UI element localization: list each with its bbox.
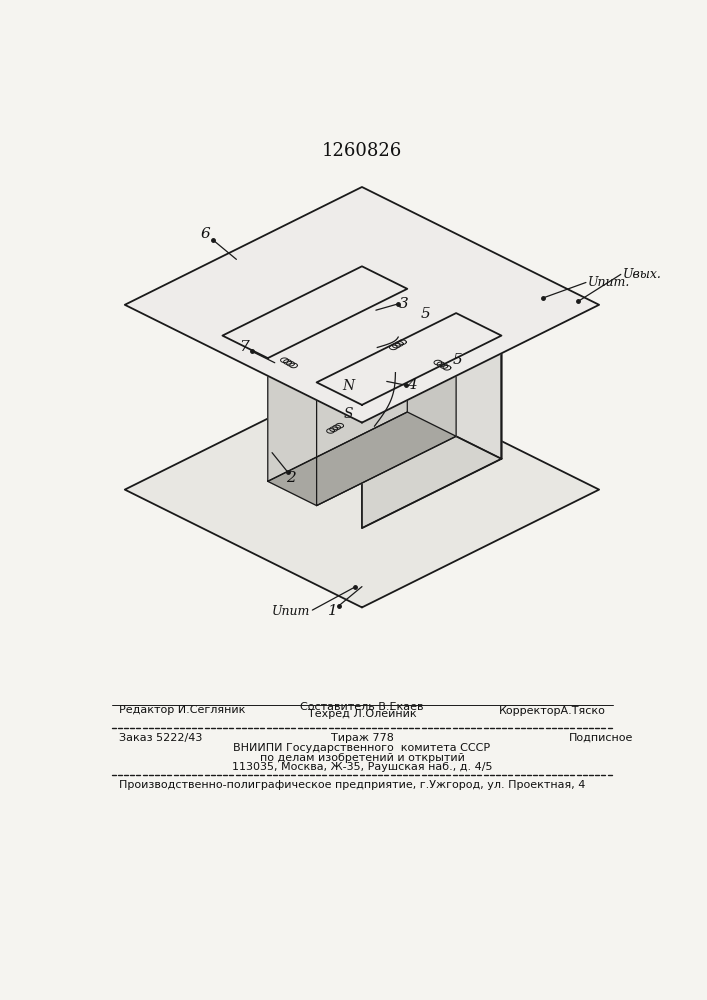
Polygon shape: [268, 289, 456, 382]
Text: 6: 6: [201, 227, 210, 241]
Text: Uпит.: Uпит.: [588, 276, 631, 289]
Polygon shape: [362, 266, 501, 459]
Text: 2: 2: [286, 471, 296, 485]
Text: Техред Л.Олейник: Техред Л.Олейник: [308, 709, 416, 719]
Text: Составитель В.Екаев: Составитель В.Екаев: [300, 702, 423, 712]
Text: 113035, Москва, Ж-35, Раушская наб., д. 4/5: 113035, Москва, Ж-35, Раушская наб., д. …: [232, 762, 492, 772]
Text: Подписное: Подписное: [569, 733, 633, 743]
Text: КорректорА.Тяско: КорректорА.Тяско: [498, 706, 605, 716]
Text: Тираж 778: Тираж 778: [330, 733, 393, 743]
Text: по делам изобретений и открытий: по делам изобретений и открытий: [259, 753, 464, 763]
Text: 5: 5: [420, 307, 430, 321]
Polygon shape: [223, 266, 501, 405]
Polygon shape: [317, 313, 501, 405]
Text: S: S: [344, 407, 353, 421]
Text: Uпит: Uпит: [271, 605, 310, 618]
Polygon shape: [223, 266, 407, 358]
Text: 4: 4: [407, 378, 417, 392]
Text: 3: 3: [399, 297, 409, 311]
Text: N: N: [342, 379, 354, 393]
Polygon shape: [125, 372, 599, 607]
Polygon shape: [268, 289, 407, 481]
Text: Редактор И.Сегляник: Редактор И.Сегляник: [119, 705, 246, 715]
Text: 5: 5: [452, 353, 462, 367]
Text: ВНИИПИ Государственного  комитета СССР: ВНИИПИ Государственного комитета СССР: [233, 743, 491, 753]
Text: Заказ 5222/43: Заказ 5222/43: [119, 733, 203, 743]
Polygon shape: [125, 187, 599, 423]
Polygon shape: [317, 313, 456, 506]
Text: Производственно-полиграфическое предприятие, г.Ужгород, ул. Проектная, 4: Производственно-полиграфическое предприя…: [119, 780, 586, 790]
Text: 7: 7: [239, 340, 249, 354]
Polygon shape: [362, 336, 501, 528]
Polygon shape: [268, 412, 456, 506]
Text: Uвых.: Uвых.: [623, 268, 662, 281]
Text: 1: 1: [327, 604, 337, 618]
Text: 1260826: 1260826: [322, 142, 402, 160]
